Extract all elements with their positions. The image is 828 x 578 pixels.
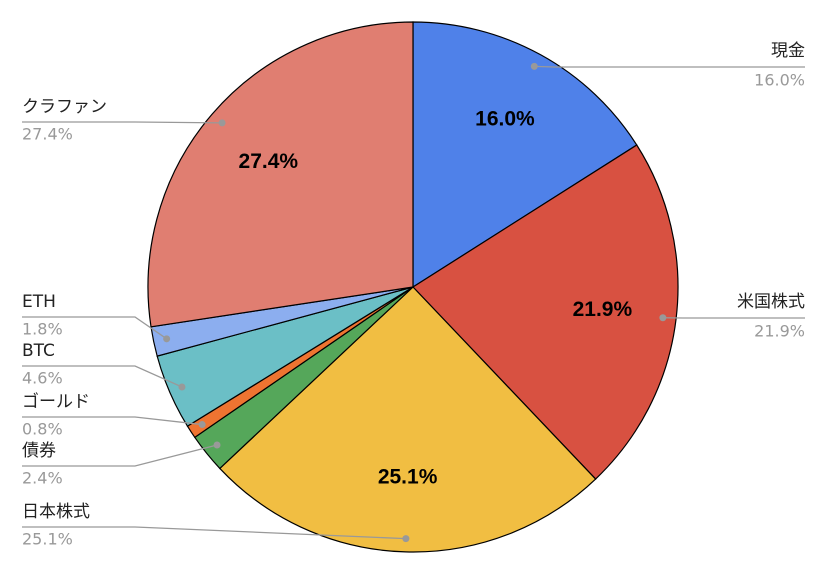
slice-label: 27.4% [239,150,299,173]
leader-dot [659,314,667,322]
percent-label: 0.8% [22,420,63,439]
percent-label: 2.4% [22,469,63,488]
leader-dot [163,335,171,343]
percent-label: 25.1% [22,530,73,549]
leader-line [22,444,218,467]
slice-label: 21.9% [573,298,633,321]
leader-dot [530,62,538,70]
slice-label: 25.1% [378,465,438,488]
leader-line [22,316,168,340]
leader-dot [218,119,226,127]
percent-label: 21.9% [754,322,805,341]
pie-slice [147,21,414,328]
leader-dot [402,535,410,543]
category-label: BTC [22,341,55,361]
leader-dot [213,441,221,449]
category-label: 米国株式 [737,292,805,312]
slice-label: 16.0% [475,107,535,130]
category-label: ゴールド [22,391,90,412]
leader-line [22,416,203,426]
leader-line [22,365,183,388]
percent-label: 27.4% [22,125,73,144]
category-label: ETH [22,292,56,312]
category-label: クラファン [22,97,107,117]
leader-dot [178,383,186,391]
leader-line [22,121,223,124]
category-label: 債券 [22,441,56,461]
category-label: 現金 [771,41,805,61]
pie-slice [412,144,679,480]
pie-slice [412,21,638,289]
pie-slice [218,286,597,553]
category-label: 日本株式 [22,502,90,522]
percent-label: 1.8% [22,320,63,339]
percent-label: 4.6% [22,369,63,388]
leader-line [534,65,805,68]
leader-line [22,526,406,540]
percent-label: 16.0% [754,71,805,90]
leader-dot [198,421,206,429]
